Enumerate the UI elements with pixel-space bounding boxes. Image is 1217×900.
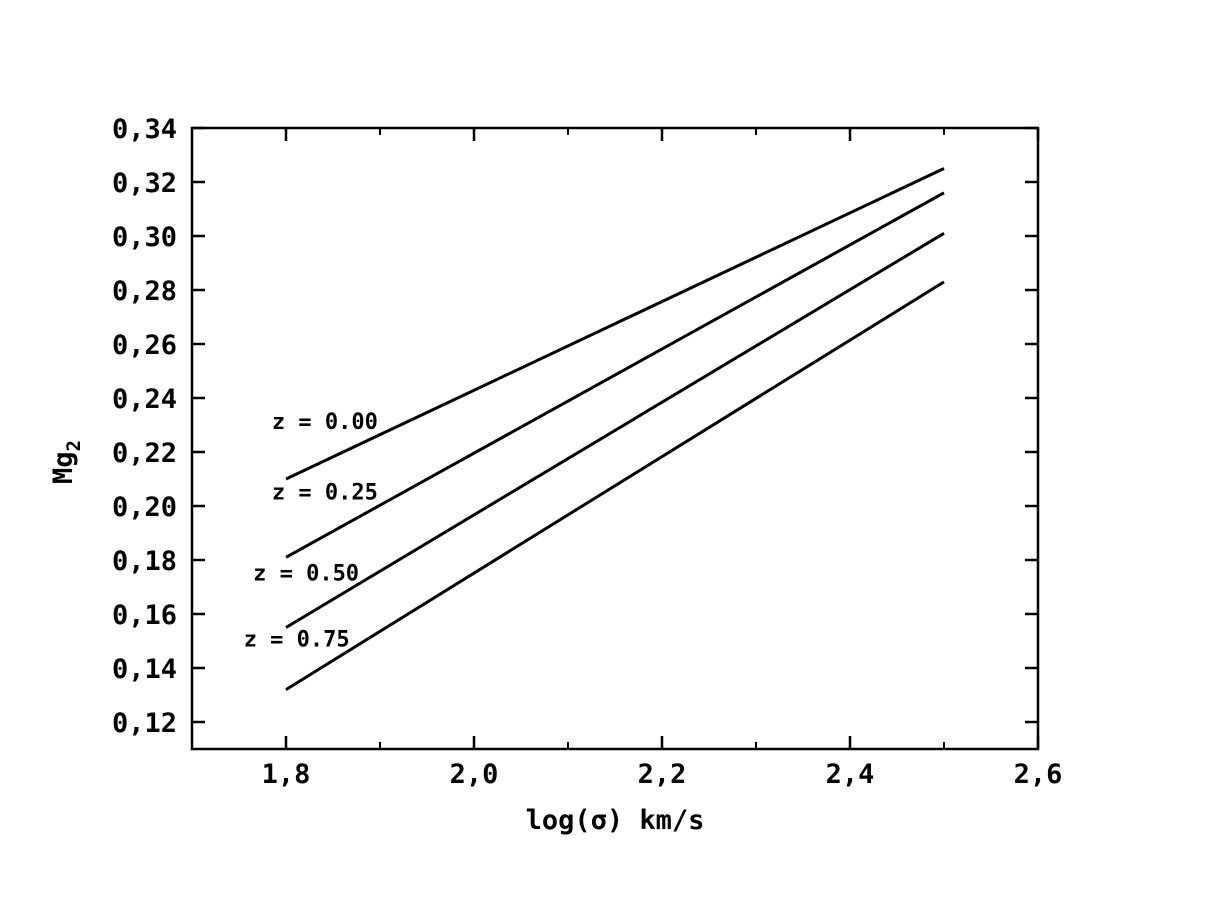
y-tick-label: 0,30 [112, 222, 177, 253]
series-line [285, 280, 945, 691]
y-axis-title: Mg2 [48, 440, 85, 484]
x-axis-title: log(σ) km/s [526, 805, 705, 836]
series-annotation-label: z = 0.50 [253, 561, 359, 586]
x-tick-label: 2,2 [638, 759, 687, 790]
series-annotation-label: z = 0.25 [272, 480, 378, 505]
y-tick-label: 0,12 [112, 708, 177, 739]
series-line [285, 191, 945, 559]
x-tick-label: 2,4 [826, 759, 875, 790]
y-tick-label: 0,18 [112, 546, 177, 577]
y-axis-ticks: 0,12 0,14 0,16 0,18 0,20 0,22 0,24 0,26 0,28 0,30… [112, 114, 1038, 739]
y-tick-label: 0,28 [112, 276, 177, 307]
y-axis-title-main: Mg [48, 451, 79, 484]
svg-text:Mg2: Mg2 [48, 440, 85, 484]
y-tick-label: 0,16 [112, 600, 177, 631]
series-annotation-label: z = 0.00 [272, 410, 378, 435]
x-tick-label: 2,0 [450, 759, 499, 790]
y-tick-label: 0,22 [112, 438, 177, 469]
x-tick-label: 2,6 [1014, 759, 1063, 790]
y-axis-title-subscript: 2 [63, 440, 85, 451]
x-axis-ticks: 1,8 2,0 2,2 2,4 2,6 [191, 128, 1063, 790]
y-tick-label: 0,26 [112, 330, 177, 361]
y-tick-label: 0,24 [112, 384, 177, 415]
y-tick-label: 0,34 [112, 114, 177, 145]
plot-frame [190, 126, 1040, 751]
x-tick-label: 1,8 [262, 759, 311, 790]
y-tick-label: 0,14 [112, 654, 177, 685]
y-tick-label: 0,20 [112, 492, 177, 523]
y-tick-label: 0,32 [112, 168, 177, 199]
series-line [285, 232, 945, 629]
series-lines [285, 167, 945, 691]
series-line [285, 167, 945, 481]
series-annotations: z = 0.00 z = 0.25 z = 0.50 z = 0.75 [244, 410, 378, 652]
series-annotation-label: z = 0.75 [244, 627, 350, 652]
